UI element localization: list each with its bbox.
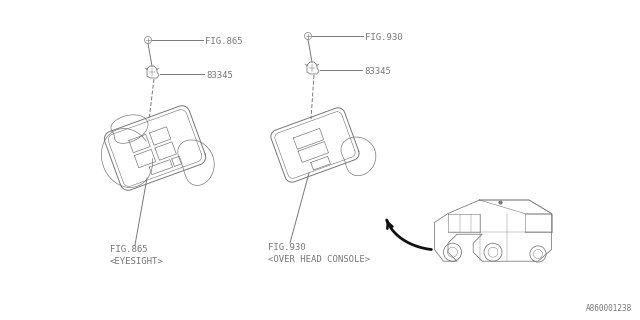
Text: 83345: 83345 (206, 70, 233, 79)
Text: 83345: 83345 (364, 67, 391, 76)
Text: FIG.930: FIG.930 (365, 33, 403, 42)
Text: A860001238: A860001238 (586, 304, 632, 313)
Text: FIG.930: FIG.930 (268, 244, 306, 252)
Text: <EYESIGHT>: <EYESIGHT> (110, 258, 164, 267)
Text: FIG.865: FIG.865 (205, 36, 243, 45)
Text: FIG.865: FIG.865 (110, 245, 148, 254)
Text: <OVER HEAD CONSOLE>: <OVER HEAD CONSOLE> (268, 255, 370, 265)
